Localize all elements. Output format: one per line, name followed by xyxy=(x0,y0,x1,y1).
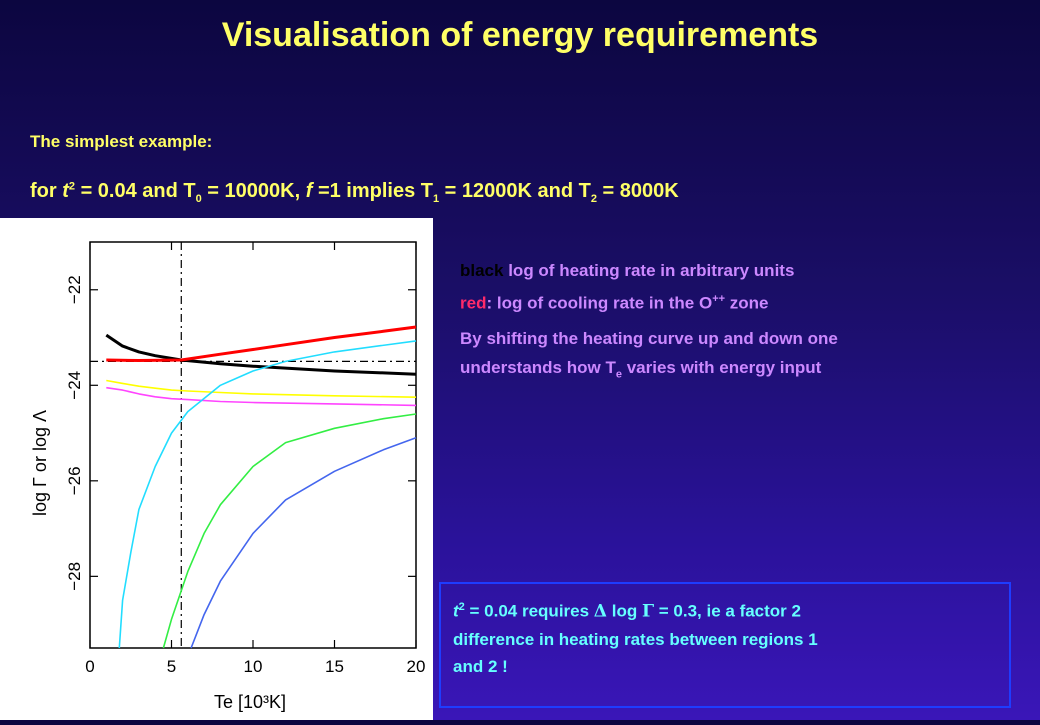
plot-frame xyxy=(89,241,417,649)
series-line-3 xyxy=(106,386,417,407)
x-tick-label-20: 20 xyxy=(407,657,426,676)
energy-plot-panel: 0 5 10 15 20 −22 −24 −26 −28 Te [10³K] log Γ or … xyxy=(0,218,433,720)
shift-explanation: By shifting the heating curve up and dow… xyxy=(460,328,838,381)
callout-box: t2 = 0.04 requires Δ log Γ = 0.3, ie a f… xyxy=(439,582,1011,708)
x-axis-label: Te [10³K] xyxy=(214,692,286,712)
energy-plot: 0 5 10 15 20 −22 −24 −26 −28 Te [10³K] log Γ or … xyxy=(30,241,426,712)
y-tick-label--26: −26 xyxy=(65,466,84,495)
x-tick-label-10: 10 xyxy=(244,657,263,676)
y-tick-label--24: −24 xyxy=(65,371,84,400)
series-line-4 xyxy=(118,340,417,649)
y-tick-label--22: −22 xyxy=(65,275,84,304)
y-axis-label: log Γ or log Λ xyxy=(30,410,50,516)
legend-heating: black log of heating rate in arbitrary u… xyxy=(460,261,795,280)
x-tick-label-5: 5 xyxy=(167,657,176,676)
x-tick-label-0: 0 xyxy=(85,657,94,676)
series-line-6 xyxy=(190,437,417,649)
page-title: Visualisation of energy requirements xyxy=(221,16,819,54)
y-tick-label--28: −28 xyxy=(65,562,84,591)
series-line-5 xyxy=(162,413,417,649)
series-line-1 xyxy=(106,325,417,362)
series-line-0 xyxy=(105,333,417,376)
temperature-formula: for t2 = 0.04 and T0 = 10000K, f =1 impl… xyxy=(30,180,679,205)
x-tick-label-15: 15 xyxy=(325,657,344,676)
series-line-2 xyxy=(106,379,417,398)
subtitle: The simplest example: xyxy=(30,132,213,151)
legend-text: black log of heating rate in arbitrary u… xyxy=(460,256,1020,389)
legend-cooling: red: log of cooling rate in the O++ zone xyxy=(460,293,769,313)
